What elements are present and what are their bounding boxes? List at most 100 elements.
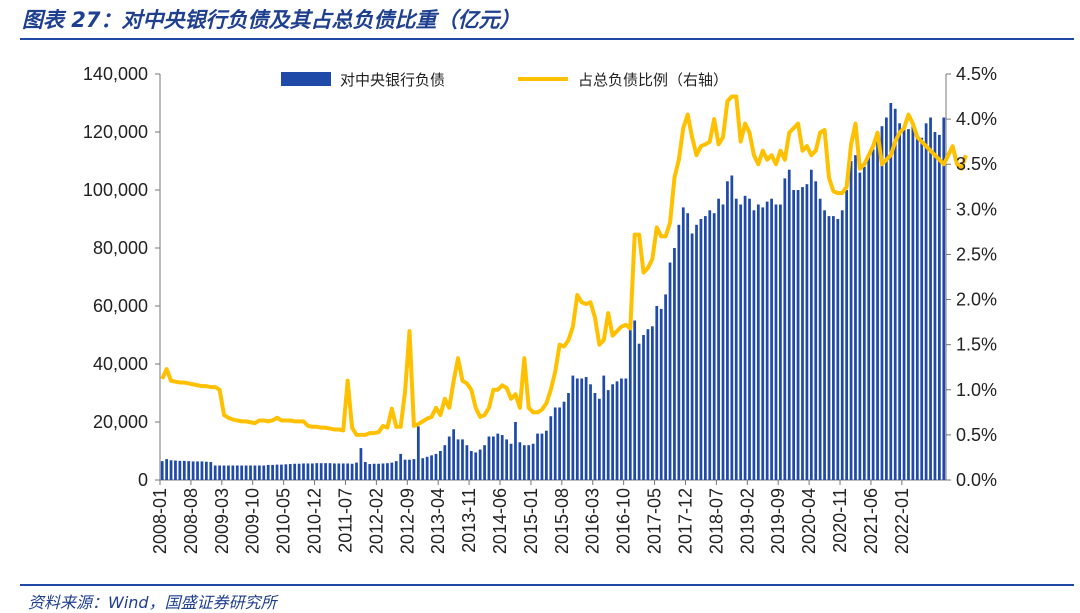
bar bbox=[346, 463, 350, 480]
bar bbox=[549, 416, 553, 480]
bar bbox=[328, 463, 332, 480]
y-left-tick-label: 80,000 bbox=[93, 238, 148, 258]
bar bbox=[399, 453, 403, 480]
bar bbox=[341, 463, 345, 480]
bar bbox=[293, 463, 297, 480]
bar bbox=[165, 459, 168, 480]
x-tick-label: 2020-04 bbox=[799, 488, 819, 554]
bar bbox=[752, 210, 756, 481]
bar bbox=[840, 210, 844, 481]
y-right-tick-label: 3.0% bbox=[956, 199, 997, 219]
bar bbox=[726, 181, 729, 481]
bar bbox=[889, 103, 893, 480]
bar bbox=[439, 451, 442, 480]
bar bbox=[394, 461, 398, 480]
bar bbox=[337, 463, 341, 480]
bar bbox=[809, 169, 813, 480]
y-left-tick-label: 40,000 bbox=[93, 354, 148, 374]
bar bbox=[743, 195, 747, 481]
bar bbox=[871, 149, 875, 480]
x-tick-label: 2021-06 bbox=[861, 488, 881, 554]
bar bbox=[310, 463, 314, 480]
bar bbox=[721, 204, 725, 480]
bar bbox=[306, 463, 310, 480]
bar bbox=[885, 117, 888, 480]
bar bbox=[257, 465, 261, 480]
bar bbox=[355, 462, 358, 480]
y-right-tick-label: 0.5% bbox=[956, 425, 997, 445]
line-group bbox=[160, 94, 968, 437]
bar bbox=[792, 190, 796, 480]
bar bbox=[522, 445, 526, 480]
bar bbox=[178, 460, 182, 480]
bar bbox=[509, 443, 513, 480]
bar bbox=[496, 433, 500, 480]
bar bbox=[659, 308, 663, 480]
bar bbox=[756, 204, 760, 480]
bar bbox=[920, 137, 924, 481]
bar bbox=[363, 462, 367, 480]
bar bbox=[703, 216, 707, 480]
bar bbox=[403, 459, 407, 480]
bar bbox=[275, 464, 279, 480]
bar bbox=[880, 126, 884, 480]
bar bbox=[849, 161, 853, 480]
bar bbox=[761, 207, 765, 480]
bar bbox=[187, 461, 191, 480]
bar bbox=[642, 335, 645, 480]
bar bbox=[416, 426, 420, 480]
bar bbox=[249, 465, 252, 480]
legend-label-line: 占总负债比例（右轴） bbox=[578, 71, 728, 89]
y-right-tick-label: 3.5% bbox=[956, 154, 997, 174]
bar bbox=[421, 458, 425, 480]
bar bbox=[527, 445, 531, 480]
y-left-tick-label: 100,000 bbox=[83, 180, 148, 200]
bar bbox=[500, 435, 504, 480]
bar bbox=[562, 401, 566, 480]
bar bbox=[907, 129, 910, 480]
x-tick-label: 2018-07 bbox=[706, 488, 726, 554]
bar bbox=[646, 329, 650, 480]
bar bbox=[902, 126, 906, 480]
bottom-divider bbox=[20, 584, 1074, 586]
bar bbox=[288, 464, 292, 480]
bars-group bbox=[160, 103, 946, 481]
x-tick-label: 2017-12 bbox=[675, 488, 695, 554]
bar bbox=[611, 384, 614, 480]
bar bbox=[690, 233, 694, 480]
bar bbox=[408, 459, 411, 480]
bar bbox=[425, 456, 429, 480]
legend-swatch-bar bbox=[281, 72, 331, 86]
y-left-tick-label: 20,000 bbox=[93, 412, 148, 432]
bar bbox=[487, 436, 491, 480]
x-tick-label: 2008-01 bbox=[150, 488, 170, 554]
bar bbox=[465, 445, 469, 480]
bar bbox=[624, 378, 628, 480]
y-right-tick-label: 1.5% bbox=[956, 335, 997, 355]
bar bbox=[240, 465, 244, 480]
bar bbox=[796, 190, 800, 480]
bar bbox=[748, 198, 751, 480]
chart-title: 图表 27：对中央银行负债及其占总负债比重（亿元） bbox=[22, 8, 521, 32]
bar bbox=[801, 187, 804, 480]
legend: 对中央银行负债 占总负债比例（右轴） bbox=[281, 71, 728, 89]
bar bbox=[434, 453, 438, 480]
bar bbox=[390, 462, 394, 480]
x-tick-label: 2015-08 bbox=[552, 488, 572, 554]
bar bbox=[567, 393, 570, 480]
x-tick-label: 2019-02 bbox=[737, 488, 757, 554]
ticks-group: 0 20,000 40,000 60,000 80,000 100,000 120,000 1… bbox=[83, 64, 997, 554]
bar bbox=[227, 465, 230, 480]
y-right-tick-label: 1.0% bbox=[956, 380, 997, 400]
bar bbox=[787, 169, 791, 480]
bar bbox=[231, 465, 235, 480]
bar bbox=[271, 464, 274, 480]
bar bbox=[876, 137, 879, 481]
bar bbox=[805, 184, 809, 480]
bar bbox=[858, 172, 862, 480]
bar bbox=[213, 465, 217, 480]
bar bbox=[218, 465, 221, 480]
x-tick-label: 2012-09 bbox=[397, 488, 417, 554]
bar bbox=[191, 461, 195, 480]
bar bbox=[280, 464, 283, 480]
